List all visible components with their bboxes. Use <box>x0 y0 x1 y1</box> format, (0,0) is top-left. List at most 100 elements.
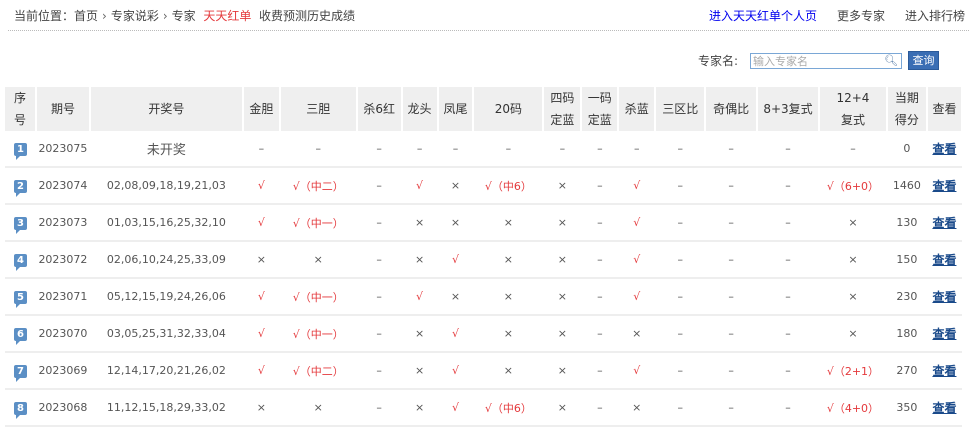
prediction-cell-text: – <box>597 290 603 303</box>
prediction-cell-text: – <box>376 327 382 340</box>
expert-name: 天天红单 <box>203 9 252 23</box>
prediction-cell: × <box>618 315 656 353</box>
column-header: 凤尾 <box>437 87 475 131</box>
prediction-cell-text: √ <box>257 179 265 192</box>
view-link-text[interactable]: 查看 <box>932 290 957 304</box>
view-link-text[interactable]: 查看 <box>932 364 957 378</box>
prediction-cell: – <box>581 131 619 168</box>
prediction-cell: × <box>401 389 438 427</box>
prediction-cell: × <box>818 241 887 279</box>
issue-cell-text: 2023070 <box>38 327 88 340</box>
draw-numbers-cell-text: 01,03,15,16,25,32,10 <box>106 216 226 229</box>
prediction-cell: – <box>757 204 819 242</box>
view-link-text[interactable]: 查看 <box>932 401 957 415</box>
view-link[interactable]: 查看 <box>926 167 962 205</box>
view-link[interactable]: 查看 <box>926 389 962 427</box>
prediction-cell-text: × <box>557 253 567 266</box>
prediction-cell-text: × <box>450 290 461 303</box>
prediction-cell-text: × <box>414 253 425 266</box>
column-header-text: 四码定蓝 <box>550 91 575 127</box>
magnifier-icon[interactable]: 🔍︎ <box>884 53 898 67</box>
draw-numbers-cell: 01,03,15,16,25,32,10 <box>89 204 243 242</box>
view-link[interactable]: 查看 <box>926 352 962 390</box>
prediction-cell: × <box>473 204 544 242</box>
chevron-right-icon: › <box>162 9 168 23</box>
row-number-badge: 7 <box>5 352 36 390</box>
prediction-cell: – <box>242 131 280 168</box>
breadcrumb-home[interactable]: 首页 <box>74 9 99 23</box>
prediction-cell: – <box>655 315 706 353</box>
prediction-cell-text: × <box>557 401 567 414</box>
issue-cell: 2023072 <box>35 241 90 279</box>
view-link[interactable]: 查看 <box>926 241 962 279</box>
prediction-cell-text: – <box>505 142 512 155</box>
expert-page-link[interactable]: 进入天天红单个人页 <box>708 9 817 23</box>
breadcrumb-section[interactable]: 专家说彩 <box>110 9 159 23</box>
view-link-text[interactable]: 查看 <box>932 142 957 156</box>
more-experts-link[interactable]: 更多专家 <box>836 9 885 23</box>
prediction-cell-text: × <box>313 401 323 414</box>
prediction-cell-text: √（中一） <box>292 290 344 304</box>
expert-search-input[interactable]: 输入专家名 🔍︎ <box>750 52 902 69</box>
prediction-cell-text: × <box>632 401 642 414</box>
prediction-cell: √ <box>618 278 656 316</box>
prediction-cell: × <box>242 389 280 427</box>
prediction-cell: √ <box>242 204 280 242</box>
view-link[interactable]: 查看 <box>926 131 962 168</box>
prediction-cell-text: × <box>848 216 858 229</box>
row-number-badge: 4 <box>5 241 36 279</box>
issue-cell-text: 2023073 <box>38 216 88 229</box>
prediction-cell-text: × <box>503 216 514 229</box>
table-row: 4 2023072 02,06,10,24,25,33,09 × × – × √ × × – √ – – –… <box>5 241 962 279</box>
view-link-text[interactable]: 查看 <box>932 253 957 267</box>
column-header: 金胆 <box>242 87 281 131</box>
issue-cell: 2023071 <box>35 278 90 316</box>
prediction-cell-text: – <box>559 142 566 155</box>
prediction-cell: – <box>757 131 819 168</box>
prediction-cell: √（中6） <box>473 389 544 427</box>
view-link[interactable]: 查看 <box>926 278 962 316</box>
prediction-cell: √ <box>242 352 280 390</box>
issue-cell-text: 2023068 <box>38 401 88 414</box>
draw-numbers-cell: 未开奖 <box>89 131 243 168</box>
prediction-cell: × <box>401 352 438 390</box>
prediction-cell-text: – <box>376 364 382 377</box>
prediction-cell: √ <box>437 241 474 279</box>
view-link[interactable]: 查看 <box>926 315 962 353</box>
prediction-cell: √（中一） <box>279 204 357 242</box>
prediction-cell: – <box>757 241 819 279</box>
view-link[interactable]: 查看 <box>926 204 962 242</box>
prediction-cell: – <box>356 167 402 205</box>
prediction-cell: × <box>473 315 544 353</box>
prediction-cell-text: × <box>414 327 425 340</box>
prediction-cell-text: – <box>785 179 791 192</box>
issue-cell: 2023068 <box>35 389 90 427</box>
prediction-cell: – <box>356 278 402 316</box>
prediction-cell-text: √ <box>451 364 459 377</box>
table-row: 3 2023073 01,03,15,16,25,32,10 √ √（中一） – × × × × –… <box>5 204 962 242</box>
prediction-cell: – <box>757 167 819 205</box>
view-link-text[interactable]: 查看 <box>932 216 957 230</box>
prediction-cell: × <box>279 389 357 427</box>
prediction-cell: – <box>356 241 402 279</box>
prediction-cell-text: √ <box>633 364 641 377</box>
prediction-cell: – <box>581 204 619 242</box>
expert-search: 专家名: 输入专家名 🔍︎ 查询 <box>698 51 939 70</box>
column-header: 12+4复式 <box>818 87 888 131</box>
prediction-cell: √ <box>242 278 280 316</box>
view-link-text[interactable]: 查看 <box>932 179 957 193</box>
prediction-cell: – <box>757 389 819 427</box>
prediction-cell: – <box>581 167 619 205</box>
draw-numbers-cell: 12,14,17,20,21,26,02 <box>89 352 243 390</box>
prediction-cell-text: – <box>728 179 734 192</box>
prediction-cell: – <box>655 204 706 242</box>
prediction-cell-text: × <box>503 364 514 377</box>
ranking-link[interactable]: 进入排行榜 <box>904 9 965 23</box>
view-link-text[interactable]: 查看 <box>932 327 957 341</box>
draw-numbers-cell-text: 02,06,10,24,25,33,09 <box>106 253 226 266</box>
column-header: 开奖号 <box>89 87 244 131</box>
prediction-cell: √ <box>618 167 656 205</box>
prediction-cell-text: – <box>597 253 603 266</box>
prediction-cell: × <box>401 315 438 353</box>
search-button[interactable]: 查询 <box>908 51 939 70</box>
